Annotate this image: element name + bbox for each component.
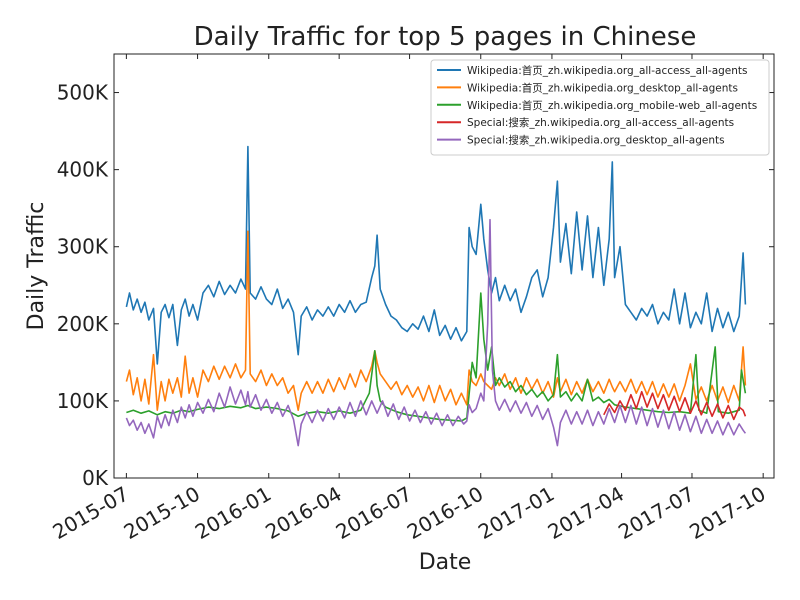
legend-label-5: Special:搜索_zh.wikipedia.org_desktop_all-… [467, 134, 725, 147]
series-line-1 [125, 145, 747, 365]
y-tick-label: 300K [57, 235, 109, 259]
x-axis-label: Date [419, 550, 472, 575]
legend: Wikipedia:首页_zh.wikipedia.org_all-access… [430, 59, 770, 156]
legend-label-4: Special:搜索_zh.wikipedia.org_all-access_a… [467, 116, 734, 129]
y-tick-label: 500K [57, 81, 109, 105]
legend-label-1: Wikipedia:首页_zh.wikipedia.org_all-access… [467, 64, 748, 77]
y-axis: 0K 100K 200K 300K 400K 500K [57, 81, 774, 490]
y-tick-label: 200K [57, 312, 109, 336]
plot-frame [113, 53, 775, 479]
y-axis-label: Daily Traffic [24, 202, 49, 331]
y-tick-label: 400K [57, 158, 109, 182]
series-line-5 [125, 218, 747, 447]
legend-label-2: Wikipedia:首页_zh.wikipedia.org_desktop_al… [467, 81, 738, 94]
y-tick-label: 100K [57, 389, 109, 413]
series-line-4 [603, 390, 747, 421]
y-tick-label: 0K [82, 466, 109, 490]
series-line-2 [125, 230, 747, 411]
legend-label-3: Wikipedia:首页_zh.wikipedia.org_mobile-web… [467, 99, 757, 112]
chart-title: Daily Traffic for top 5 pages in Chinese [194, 22, 697, 52]
series-layer [125, 145, 747, 447]
legend-box [430, 59, 770, 156]
